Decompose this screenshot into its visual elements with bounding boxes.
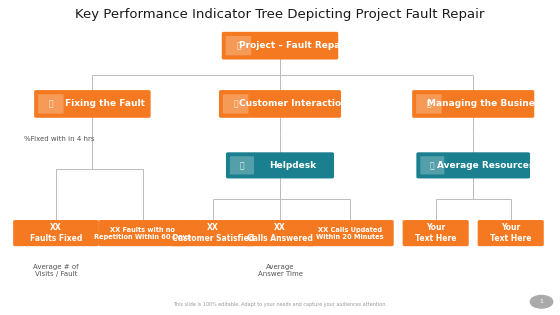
FancyBboxPatch shape — [223, 94, 249, 114]
FancyBboxPatch shape — [34, 90, 151, 118]
FancyBboxPatch shape — [306, 220, 394, 246]
Text: Fixing the Fault: Fixing the Fault — [66, 100, 146, 108]
FancyBboxPatch shape — [99, 220, 187, 246]
Text: Average
Answer Time: Average Answer Time — [258, 264, 302, 278]
Text: %Fixed with in 4 hrs: %Fixed with in 4 hrs — [24, 135, 94, 142]
Text: ⧉: ⧉ — [240, 161, 244, 170]
FancyBboxPatch shape — [416, 152, 530, 178]
Text: ⧉: ⧉ — [427, 100, 431, 108]
Text: XX Calls Updated
Within 20 Minutes: XX Calls Updated Within 20 Minutes — [316, 226, 384, 240]
FancyBboxPatch shape — [416, 94, 442, 114]
Text: ⧉: ⧉ — [49, 100, 53, 108]
Circle shape — [530, 295, 553, 308]
Text: XX Faults with no
Repetition Within 60 Days: XX Faults with no Repetition Within 60 D… — [95, 226, 191, 240]
Text: ⧉: ⧉ — [430, 161, 435, 170]
FancyBboxPatch shape — [38, 94, 64, 114]
Text: ⧉: ⧉ — [234, 100, 238, 108]
FancyBboxPatch shape — [13, 220, 99, 246]
Text: Average Resources: Average Resources — [437, 161, 534, 170]
Text: ⧉: ⧉ — [236, 41, 241, 50]
FancyBboxPatch shape — [222, 32, 338, 60]
Text: XX
Calls Answered: XX Calls Answered — [247, 223, 313, 243]
Text: XX
Faults Fixed: XX Faults Fixed — [30, 223, 82, 243]
Text: Your
Text Here: Your Text Here — [490, 223, 531, 243]
Text: Customer Interaction: Customer Interaction — [239, 100, 347, 108]
FancyBboxPatch shape — [226, 36, 251, 55]
Text: 1: 1 — [540, 299, 543, 304]
Text: This slide is 100% editable. Adapt to your needs and capture your audiences atte: This slide is 100% editable. Adapt to yo… — [173, 302, 387, 307]
FancyBboxPatch shape — [230, 156, 254, 175]
Text: Average # of
Visits / Fault: Average # of Visits / Fault — [33, 264, 79, 278]
Text: Helpdesk: Helpdesk — [269, 161, 316, 170]
FancyBboxPatch shape — [245, 220, 315, 246]
Text: Managing the Business: Managing the Business — [427, 100, 545, 108]
Text: XX
Customer Satisfied: XX Customer Satisfied — [172, 223, 254, 243]
FancyBboxPatch shape — [478, 220, 544, 246]
FancyBboxPatch shape — [171, 220, 254, 246]
FancyBboxPatch shape — [420, 156, 445, 175]
FancyBboxPatch shape — [412, 90, 534, 118]
Text: Project – Fault Repair: Project – Fault Repair — [239, 41, 348, 50]
FancyBboxPatch shape — [226, 152, 334, 178]
FancyBboxPatch shape — [403, 220, 469, 246]
Text: Key Performance Indicator Tree Depicting Project Fault Repair: Key Performance Indicator Tree Depicting… — [75, 8, 485, 21]
Text: Your
Text Here: Your Text Here — [415, 223, 456, 243]
FancyBboxPatch shape — [219, 90, 341, 118]
